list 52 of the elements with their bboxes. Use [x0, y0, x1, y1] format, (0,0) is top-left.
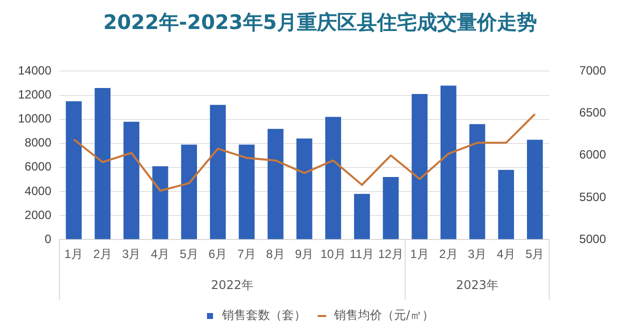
text: 2023年: [456, 278, 499, 292]
x-tick-label: 4月: [496, 247, 516, 262]
legend-label: 销售套数（套）: [220, 308, 306, 322]
legend-label: 销售均价（元/㎡）: [332, 308, 434, 322]
y-tick-label: 4000: [24, 184, 52, 198]
x-tick-label: 10月: [320, 247, 346, 262]
bar: [210, 104, 226, 240]
bar: [66, 101, 82, 240]
y2-tick-label: 7000: [579, 64, 606, 78]
y-tick-label: 2000: [24, 208, 52, 222]
y2-tick-label: 5000: [579, 232, 606, 246]
x-tick-label: 6月: [208, 247, 228, 262]
y-tick-label: 12000: [18, 88, 52, 102]
bar: [325, 116, 342, 240]
x-tick-label: 3月: [468, 247, 487, 262]
x-tick-label: 4月: [150, 247, 170, 262]
bar: [152, 166, 168, 240]
x-tick-label: 8月: [266, 247, 285, 262]
x-tick-label: 5月: [180, 247, 198, 262]
y2-tick-label: 5500: [579, 190, 606, 204]
bar: [94, 88, 111, 240]
bar: [382, 177, 399, 240]
y2-tick-label: 6500: [579, 106, 606, 120]
y-tick-label: 10000: [18, 112, 52, 126]
bar: [440, 86, 456, 240]
bar: [181, 144, 197, 240]
y-tick-label: 8000: [24, 136, 52, 150]
bar: [469, 124, 486, 240]
y-tick-label: 14000: [18, 64, 52, 78]
bar: [498, 170, 514, 240]
bar: [412, 94, 428, 240]
bar: [296, 138, 312, 240]
bar: [238, 144, 255, 240]
bar: [123, 122, 140, 240]
x-tick-label: 7月: [237, 247, 256, 262]
x-tick-label: 1月: [410, 247, 429, 262]
bar: [354, 194, 370, 240]
x-tick-label: 2月: [93, 247, 112, 262]
chart-title: 2022年-2023年5月重庆区县住宅成交量价走势: [102, 9, 538, 36]
x-tick-label: 2月: [439, 247, 458, 262]
y-tick-label: 0: [44, 232, 52, 246]
text: 2022年: [211, 278, 254, 292]
x-tick-label: 11月: [350, 247, 374, 262]
x-tick-label: 9月: [294, 247, 314, 262]
x-tick-label: 1月: [64, 247, 84, 262]
y-tick-label: 6000: [24, 160, 52, 174]
bar: [268, 128, 284, 240]
x-tick-label: 3月: [122, 247, 141, 262]
y2-tick-label: 6000: [579, 148, 606, 162]
bar: [526, 140, 543, 240]
x-tick-label: 5月: [526, 247, 544, 262]
x-tick-label: 12月: [378, 247, 404, 262]
